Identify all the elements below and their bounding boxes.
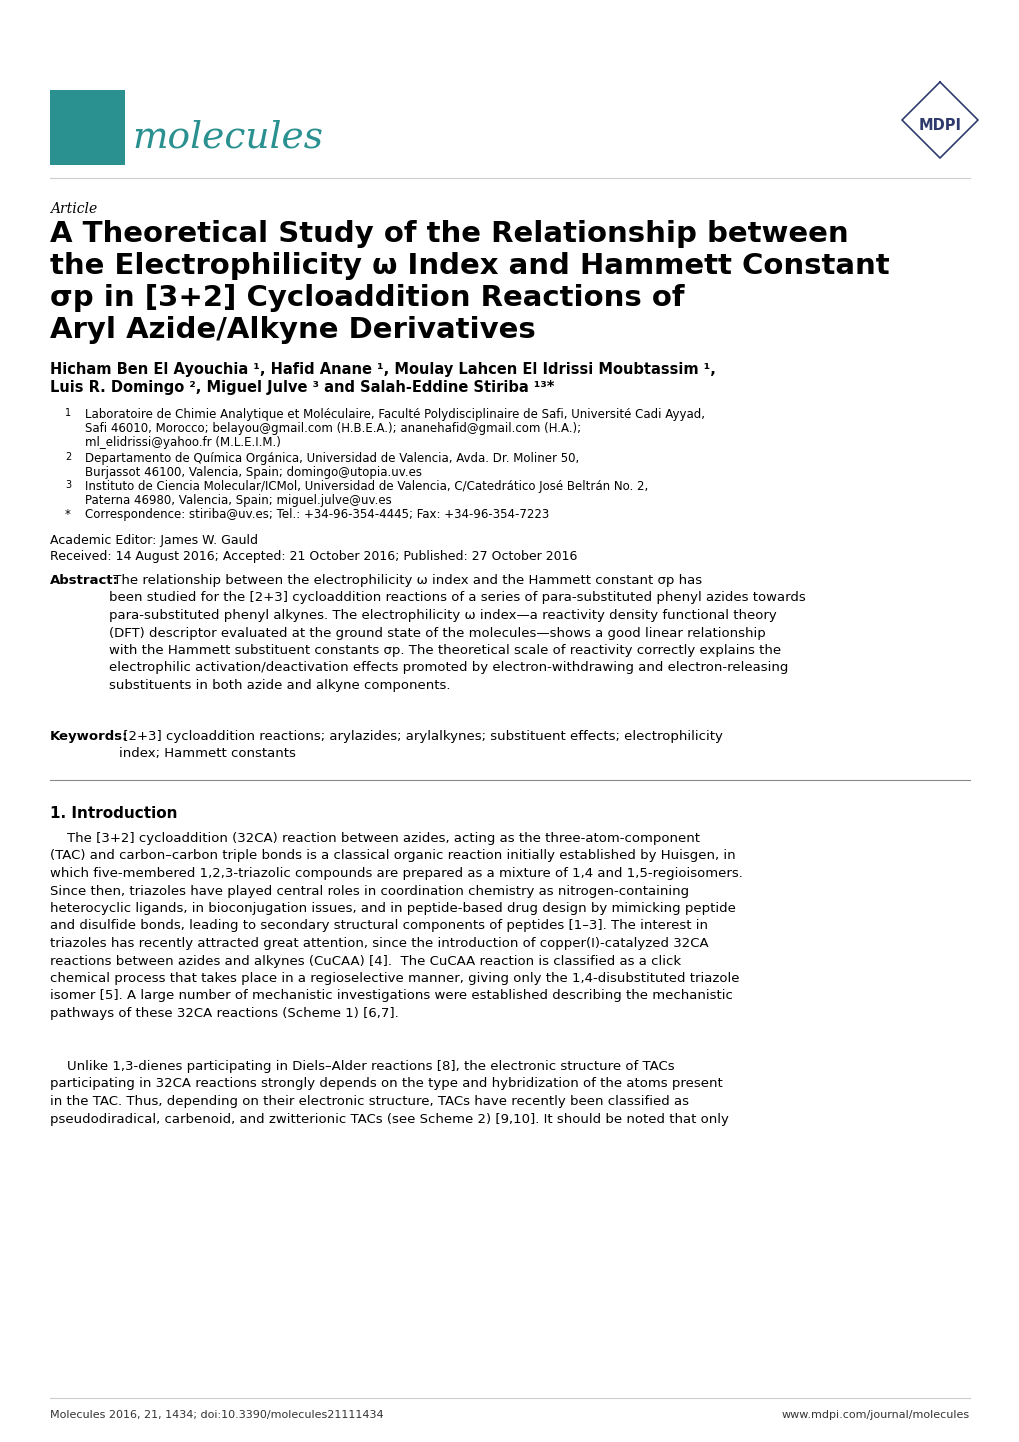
Text: the Electrophilicity ω Index and Hammett Constant: the Electrophilicity ω Index and Hammett… bbox=[50, 252, 889, 280]
Text: 1. Introduction: 1. Introduction bbox=[50, 806, 177, 820]
Text: The [3+2] cycloaddition (32CA) reaction between azides, acting as the three-atom: The [3+2] cycloaddition (32CA) reaction … bbox=[50, 832, 742, 1019]
Text: Safi 46010, Morocco; belayou@gmail.com (H.B.E.A.); ananehafid@gmail.com (H.A.);: Safi 46010, Morocco; belayou@gmail.com (… bbox=[85, 423, 581, 435]
Text: ml_elidrissi@yahoo.fr (M.L.E.I.M.): ml_elidrissi@yahoo.fr (M.L.E.I.M.) bbox=[85, 435, 280, 448]
Text: Unlike 1,3-dienes participating in Diels–Alder reactions [8], the electronic str: Unlike 1,3-dienes participating in Diels… bbox=[50, 1060, 729, 1126]
Text: 1: 1 bbox=[65, 408, 71, 418]
Text: Keywords:: Keywords: bbox=[50, 730, 128, 743]
Text: Correspondence: stiriba@uv.es; Tel.: +34-96-354-4445; Fax: +34-96-354-7223: Correspondence: stiriba@uv.es; Tel.: +34… bbox=[85, 508, 548, 521]
Text: Abstract:: Abstract: bbox=[50, 574, 119, 587]
Text: Molecules 2016, 21, 1434; doi:10.3390/molecules21111434: Molecules 2016, 21, 1434; doi:10.3390/mo… bbox=[50, 1410, 383, 1420]
Text: Hicham Ben El Ayouchia ¹, Hafid Anane ¹, Moulay Lahcen El Idrissi Moubtassim ¹,: Hicham Ben El Ayouchia ¹, Hafid Anane ¹,… bbox=[50, 362, 715, 376]
Text: Departamento de Química Orgánica, Universidad de Valencia, Avda. Dr. Moliner 50,: Departamento de Química Orgánica, Univer… bbox=[85, 451, 579, 464]
Text: Aryl Azide/Alkyne Derivatives: Aryl Azide/Alkyne Derivatives bbox=[50, 316, 535, 345]
Text: Laboratoire de Chimie Analytique et Moléculaire, Faculté Polydisciplinaire de Sa: Laboratoire de Chimie Analytique et Molé… bbox=[85, 408, 704, 421]
Text: The relationship between the electrophilicity ω index and the Hammett constant σ: The relationship between the electrophil… bbox=[109, 574, 805, 692]
Text: [2+3] cycloaddition reactions; arylazides; arylalkynes; substituent effects; ele: [2+3] cycloaddition reactions; arylazide… bbox=[119, 730, 722, 760]
Text: Luis R. Domingo ², Miguel Julve ³ and Salah-Eddine Stiriba ¹³*: Luis R. Domingo ², Miguel Julve ³ and Sa… bbox=[50, 381, 554, 395]
Text: Article: Article bbox=[50, 202, 97, 216]
Text: *: * bbox=[65, 508, 70, 521]
Text: 3: 3 bbox=[65, 480, 71, 490]
Text: Academic Editor: James W. Gauld: Academic Editor: James W. Gauld bbox=[50, 534, 258, 547]
Text: MDPI: MDPI bbox=[917, 117, 961, 133]
Text: Burjassot 46100, Valencia, Spain; domingo@utopia.uv.es: Burjassot 46100, Valencia, Spain; doming… bbox=[85, 466, 422, 479]
Text: A Theoretical Study of the Relationship between: A Theoretical Study of the Relationship … bbox=[50, 221, 848, 248]
Text: 2: 2 bbox=[65, 451, 71, 461]
Text: www.mdpi.com/journal/molecules: www.mdpi.com/journal/molecules bbox=[782, 1410, 969, 1420]
Text: Paterna 46980, Valencia, Spain; miguel.julve@uv.es: Paterna 46980, Valencia, Spain; miguel.j… bbox=[85, 495, 391, 508]
Text: Received: 14 August 2016; Accepted: 21 October 2016; Published: 27 October 2016: Received: 14 August 2016; Accepted: 21 O… bbox=[50, 549, 577, 562]
Text: σp in [3+2] Cycloaddition Reactions of: σp in [3+2] Cycloaddition Reactions of bbox=[50, 284, 684, 311]
Text: molecules: molecules bbox=[131, 120, 323, 156]
Text: Instituto de Ciencia Molecular/ICMol, Universidad de Valencia, C/Catedrático Jos: Instituto de Ciencia Molecular/ICMol, Un… bbox=[85, 480, 648, 493]
